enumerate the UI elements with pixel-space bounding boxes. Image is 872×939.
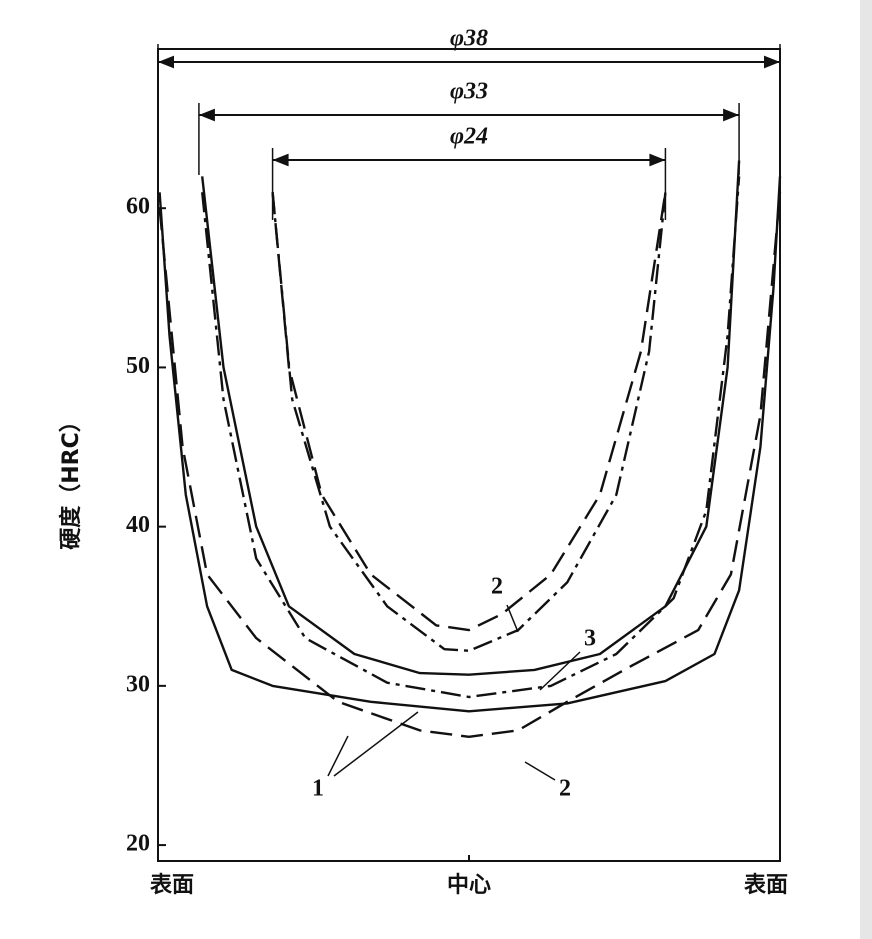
y-tick-label: 40 — [126, 512, 150, 538]
leader-line — [333, 711, 419, 777]
curve — [158, 192, 782, 738]
x-tick-label: 表面 — [150, 873, 194, 898]
curve-label: 1 — [312, 776, 324, 802]
curve — [201, 176, 741, 699]
dimension-label: φ24 — [450, 124, 488, 150]
dimension-label: φ38 — [450, 26, 488, 52]
curve-label: 2 — [559, 776, 571, 802]
y-tick-label: 20 — [126, 831, 150, 857]
leader-line — [539, 651, 581, 691]
x-tick-label: 表面 — [744, 873, 788, 898]
leader-line — [524, 761, 556, 781]
curve — [201, 160, 741, 676]
page-edge — [860, 0, 872, 939]
plot-frame — [157, 48, 781, 862]
curve — [271, 192, 667, 632]
dimension-label: φ33 — [450, 79, 488, 105]
x-tick-label: 中心 — [447, 873, 491, 898]
y-tick-label: 30 — [126, 671, 150, 697]
leader-line — [506, 604, 519, 633]
y-axis-label: 硬度（HRC） — [58, 410, 84, 550]
curve-label: 2 — [491, 574, 503, 600]
y-tick-label: 50 — [126, 353, 150, 379]
y-tick-label: 60 — [126, 194, 150, 220]
curve — [158, 176, 782, 713]
leader-line — [327, 735, 349, 777]
curve-label: 3 — [584, 626, 596, 652]
curve — [271, 192, 667, 652]
